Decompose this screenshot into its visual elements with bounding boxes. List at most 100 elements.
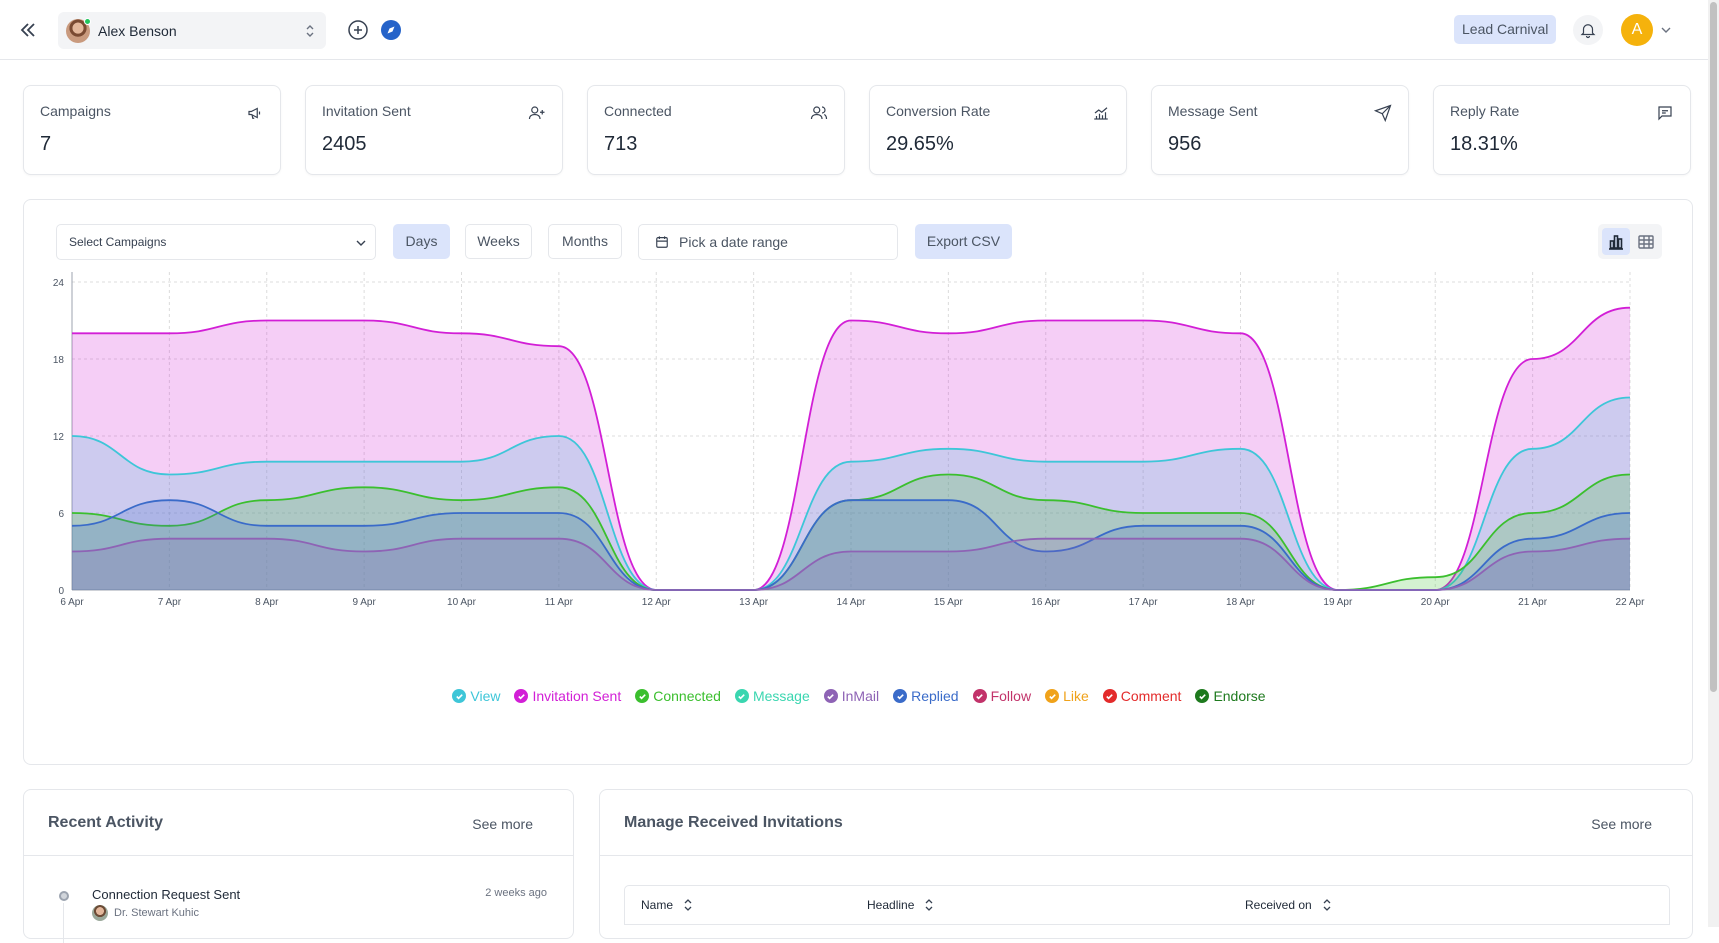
person-name: Dr. Stewart Kuhic: [114, 907, 199, 919]
stat-label: Campaigns: [40, 103, 111, 119]
recent-activity-panel: Recent Activity See more Connection Requ…: [23, 789, 574, 943]
legend-label: Connected: [653, 688, 721, 704]
see-more-link[interactable]: See more: [1591, 816, 1652, 832]
bell-icon: [1580, 24, 1596, 39]
legend-item[interactable]: InMail: [823, 688, 880, 704]
stat-card-conversion-rate: Conversion Rate 29.65%: [869, 85, 1127, 175]
stat-value: 2405: [322, 133, 367, 155]
x-tick-label: 12 Apr: [642, 597, 672, 608]
legend-item[interactable]: Like: [1045, 688, 1089, 704]
date-range-picker[interactable]: Pick a date range: [638, 224, 898, 260]
check-circle-icon: [1102, 689, 1117, 703]
chart-view-button[interactable]: [1602, 228, 1630, 255]
bar-chart-icon: [1609, 234, 1623, 250]
chart-line-icon: [1094, 107, 1108, 120]
sort-icon: [925, 899, 933, 911]
legend-label: InMail: [841, 688, 880, 704]
x-tick-label: 15 Apr: [934, 597, 964, 608]
check-circle-icon: [635, 689, 650, 703]
notifications-button[interactable]: [1573, 15, 1603, 45]
compass-icon[interactable]: [380, 19, 402, 41]
legend-item[interactable]: Replied: [893, 688, 959, 704]
x-tick-label: 14 Apr: [837, 597, 867, 608]
send-icon: [1374, 104, 1392, 122]
select-campaigns-placeholder: Select Campaigns: [69, 235, 167, 249]
divider: [600, 855, 1692, 856]
select-campaigns-dropdown[interactable]: Select Campaigns: [56, 224, 376, 260]
user-avatar[interactable]: A: [1621, 14, 1653, 46]
weeks-button[interactable]: Weeks: [465, 224, 532, 259]
y-tick-label: 6: [58, 509, 64, 520]
legend-item[interactable]: Endorse: [1195, 688, 1266, 704]
calendar-icon: [656, 236, 668, 248]
double-chevron-left-icon[interactable]: [16, 18, 40, 42]
table-view-button[interactable]: [1632, 228, 1660, 255]
analytics-chart-card: Select Campaigns Days Weeks Months Pick …: [23, 199, 1693, 765]
x-tick-label: 11 Apr: [545, 597, 574, 608]
check-circle-icon: [452, 689, 467, 703]
legend-item[interactable]: Invitation Sent: [514, 688, 621, 704]
invitations-table-header: Name Headline Received on: [624, 885, 1670, 925]
x-tick-label: 13 Apr: [739, 597, 769, 608]
stat-value: 29.65%: [886, 133, 954, 155]
megaphone-icon: [248, 107, 261, 119]
series-area-invitation-sent: [72, 307, 1630, 590]
table-icon: [1638, 234, 1654, 249]
days-button[interactable]: Days: [393, 224, 450, 259]
series-line-inmail: [71, 537, 1631, 591]
check-circle-icon: [1045, 689, 1060, 703]
legend-label: Invitation Sent: [532, 688, 622, 704]
x-tick-label: 18 Apr: [1226, 597, 1256, 608]
legend-label: Comment: [1120, 688, 1182, 704]
check-circle-icon: [514, 689, 529, 703]
column-header-name[interactable]: Name: [641, 886, 693, 924]
x-tick-label: 17 Apr: [1129, 597, 1159, 608]
scrollbar-thumb[interactable]: [1710, 2, 1717, 692]
legend-label: Like: [1063, 688, 1089, 704]
area-chart: 0 6 12 18 24 6 Apr 7 Apr 8 Apr 9 Apr 10 Apr 11 Apr…: [53, 272, 1646, 608]
chart-legend: View Invitation Sent Connected Message InMai…: [24, 688, 1694, 704]
legend-item[interactable]: View: [452, 688, 500, 704]
legend-item[interactable]: Message: [734, 688, 810, 704]
account-selector[interactable]: Alex Benson: [58, 12, 326, 49]
stat-value: 7: [40, 133, 52, 155]
stat-card-connected: Connected 713: [587, 85, 845, 175]
date-range-placeholder: Pick a date range: [679, 234, 788, 250]
stat-label: Conversion Rate: [886, 103, 991, 119]
series-area-view: [72, 397, 1630, 590]
x-tick-label: 21 Apr: [1518, 597, 1548, 608]
column-header-received-on[interactable]: Received on: [1245, 886, 1332, 924]
column-label: Headline: [867, 898, 915, 912]
activity-title: Connection Request Sent: [92, 887, 241, 902]
message-square-icon: [1658, 106, 1672, 121]
legend-label: Replied: [911, 688, 959, 704]
x-tick-label: 7 Apr: [158, 597, 182, 608]
column-header-headline[interactable]: Headline: [867, 886, 934, 924]
x-tick-label: 9 Apr: [352, 597, 376, 608]
stat-card-campaigns: Campaigns 7: [23, 85, 281, 175]
series-area-connected: [72, 474, 1630, 590]
check-circle-icon: [1195, 689, 1210, 703]
page-scrollbar[interactable]: [1708, 0, 1719, 927]
legend-item[interactable]: Connected: [635, 688, 721, 704]
users-icon: [810, 106, 828, 120]
legend-label: View: [470, 688, 501, 704]
check-circle-icon: [823, 689, 838, 703]
workspace-badge[interactable]: Lead Carnival: [1454, 15, 1557, 44]
chevron-down-icon[interactable]: [1660, 24, 1672, 36]
stat-label: Connected: [604, 103, 672, 119]
activity-person[interactable]: Dr. Stewart Kuhic: [92, 905, 199, 921]
user-plus-icon: [528, 106, 545, 120]
stat-value: 18.31%: [1450, 133, 1518, 155]
export-csv-button[interactable]: Export CSV: [915, 224, 1012, 259]
see-more-link[interactable]: See more: [472, 816, 533, 832]
months-button[interactable]: Months: [548, 224, 622, 259]
add-circle-icon[interactable]: [347, 19, 369, 41]
x-tick-label: 22 Apr: [1616, 597, 1646, 608]
legend-item[interactable]: Follow: [972, 688, 1031, 704]
stat-label: Reply Rate: [1450, 103, 1520, 119]
y-tick-label: 18: [53, 355, 65, 366]
stat-card-invitation-sent: Invitation Sent 2405: [305, 85, 563, 175]
series-area-replied: [72, 500, 1630, 590]
legend-item[interactable]: Comment: [1102, 688, 1182, 704]
